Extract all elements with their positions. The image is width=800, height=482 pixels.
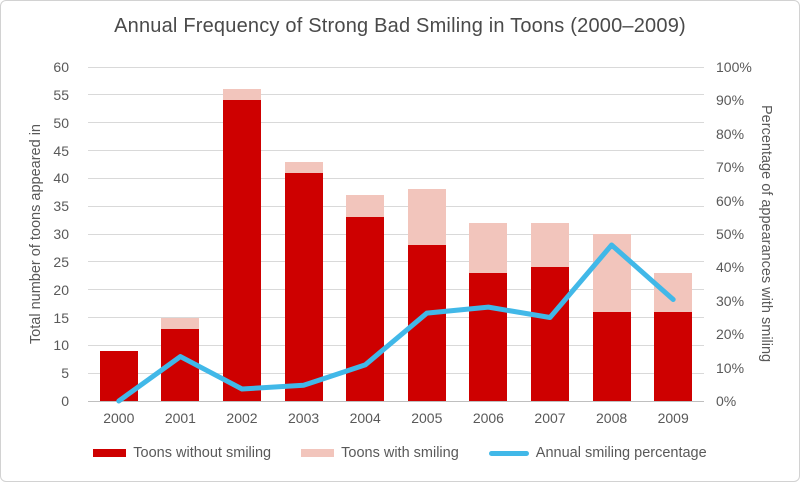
right-axis-tick-label: 20% — [716, 326, 745, 343]
left-axis-tick-label: 55 — [53, 86, 69, 103]
plot-area — [88, 66, 704, 404]
x-axis-label: 2004 — [349, 410, 381, 426]
legend-swatch-with-smiling — [301, 449, 335, 457]
left-axis-tick-label: 50 — [53, 114, 69, 131]
x-axis-label: 2005 — [411, 410, 443, 426]
left-axis-tick-label: 15 — [53, 309, 69, 326]
legend-label-without-smiling: Toons without smiling — [133, 445, 272, 461]
right-axis-tick-label: 90% — [716, 92, 745, 109]
bar-without-smiling-2006 — [469, 272, 508, 401]
bar-with-smiling-2005 — [407, 189, 446, 246]
right-axis-title: Percentage of appearances with smiling — [755, 67, 777, 401]
left-axis-tick-label: 0 — [61, 393, 69, 409]
bar-with-smiling-2001 — [161, 317, 200, 329]
gridline — [88, 66, 704, 68]
legend-swatch-percentage-line — [488, 450, 529, 456]
bar-with-smiling-2006 — [469, 222, 508, 273]
legend-item-smiling-percentage: Annual smiling percentage — [488, 445, 707, 461]
bar-with-smiling-2004 — [346, 195, 385, 218]
x-axis-label: 2009 — [657, 410, 689, 426]
legend-swatch-without-smiling — [93, 449, 127, 457]
right-axis-tick-label: 100% — [716, 59, 752, 75]
x-axis-label: 2002 — [226, 410, 258, 426]
legend-item-toons-with-smiling: Toons with smiling — [301, 445, 459, 461]
chart-title: Annual Frequency of Strong Bad Smiling i… — [114, 15, 686, 37]
left-axis-tick-label: 10 — [53, 337, 69, 354]
left-axis-tick-label: 45 — [53, 142, 69, 159]
gridline — [88, 372, 704, 374]
left-axis-tick-label: 35 — [53, 198, 69, 215]
left-axis-tick-label: 30 — [53, 226, 69, 242]
bar-with-smiling-2009 — [654, 272, 693, 312]
right-axis-tick-label: 40% — [716, 259, 745, 276]
x-axis-label: 2001 — [164, 410, 196, 426]
bar-with-smiling-2007 — [531, 222, 569, 268]
right-axis-tick-label: 0% — [716, 393, 737, 409]
x-axis-label: 2006 — [472, 410, 504, 426]
gridline — [88, 289, 704, 291]
gridline — [88, 344, 704, 346]
bar-with-smiling-2002 — [223, 89, 261, 101]
legend: Toons without smiling Toons with smiling… — [1, 445, 799, 461]
x-axis-label: 2000 — [103, 410, 135, 426]
bar-without-smiling-2007 — [531, 267, 569, 401]
left-axis-tick-label: 40 — [53, 170, 69, 187]
right-axis-tick-label: 80% — [716, 125, 745, 142]
gridline — [88, 177, 704, 179]
gridline — [88, 317, 704, 318]
bar-without-smiling-2003 — [284, 172, 323, 401]
bar-without-smiling-2002 — [223, 100, 261, 401]
bar-without-smiling-2009 — [654, 311, 693, 401]
gridline — [88, 205, 704, 207]
legend-item-toons-without-smiling: Toons without smiling — [93, 445, 271, 461]
gridline — [88, 261, 704, 263]
legend-label-percentage: Annual smiling percentage — [535, 445, 707, 461]
right-axis-tick-label: 60% — [716, 192, 745, 209]
right-axis-tick-label: 50% — [716, 226, 745, 242]
gridline — [88, 150, 704, 151]
x-axis-label: 2008 — [596, 410, 628, 426]
left-axis-tick-label: 20 — [53, 281, 69, 298]
left-axis-tick-label: 60 — [53, 59, 69, 75]
right-axis-title-text: Percentage of appearances with smiling — [758, 105, 774, 363]
left-axis-tick-label: 5 — [61, 365, 69, 382]
right-axis-tick-label: 10% — [716, 359, 745, 376]
x-axis-label: 2007 — [534, 410, 566, 426]
right-axis-tick-label: 70% — [716, 159, 745, 176]
gridline — [88, 122, 704, 124]
right-axis-tick-label: 30% — [716, 292, 745, 309]
smiling-percentage-line — [116, 242, 676, 404]
gridline — [88, 233, 704, 235]
gridline — [88, 94, 704, 96]
legend-label-with-smiling: Toons with smiling — [341, 445, 459, 461]
bar-without-smiling-2008 — [592, 311, 631, 401]
x-axis-label: 2003 — [288, 410, 320, 426]
left-axis-tick-label: 25 — [53, 253, 69, 270]
bar-with-smiling-2003 — [284, 161, 323, 173]
x-axis-baseline — [88, 400, 704, 402]
